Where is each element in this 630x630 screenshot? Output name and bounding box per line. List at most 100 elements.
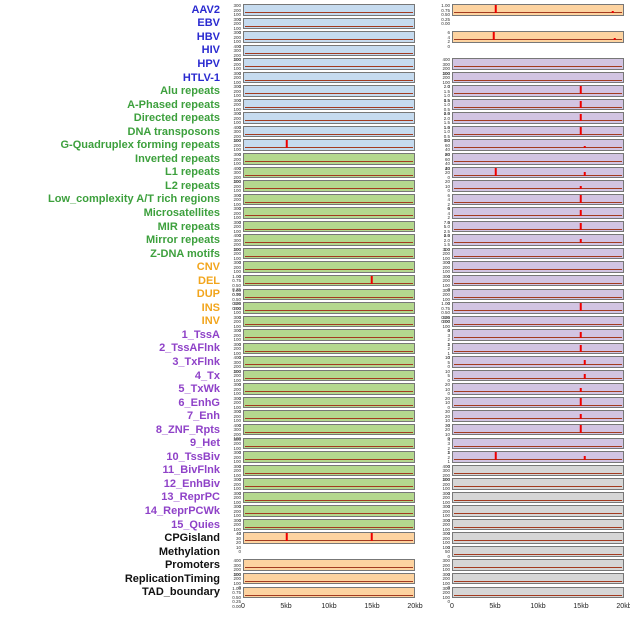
y-tick-label: 200	[233, 142, 241, 148]
y-axis-ticks: 300 200 100 0	[225, 572, 243, 590]
y-tick-label: 0.75	[232, 278, 241, 284]
signal-baseline	[245, 513, 413, 515]
panel-slot	[452, 545, 624, 558]
y-tick-label: 200	[233, 156, 241, 162]
signal-baseline	[245, 66, 413, 68]
track-row: INS 300 200 100 0 1.00 0.75 0.50 0.25 0.00	[0, 301, 630, 324]
track-label: 6_EnhG	[178, 396, 220, 409]
y-tick-label: 100	[442, 567, 450, 573]
y-axis-ticks: 20 10 0	[434, 396, 452, 409]
y-tick-label: 0.25	[232, 287, 241, 293]
y-tick-label: 300	[233, 314, 241, 320]
panel-slot	[243, 125, 415, 138]
signal-baseline	[245, 147, 413, 149]
y-tick-label: 200	[442, 576, 450, 582]
y-tick-label: 200	[233, 21, 241, 27]
y-tick-label: 3	[447, 450, 450, 456]
signal-baseline	[454, 282, 622, 284]
y-tick-label: 200	[233, 61, 241, 67]
x-axis-right: 0 5kb 10kb 15kb 20kb	[450, 601, 630, 615]
track-panel-left	[243, 410, 415, 422]
y-axis-ticks: 300 200 100 0	[434, 532, 452, 550]
y-tick-label: 0.25	[232, 599, 241, 605]
y-tick-label: 200	[442, 481, 450, 487]
signal-baseline	[245, 323, 413, 325]
y-tick-label: 0	[447, 287, 450, 293]
y-axis-ticks: 400 300 200 100	[225, 44, 243, 62]
track-row: DEL 1.00 0.75 0.50 0.25 0.00 300 200 100 0	[0, 274, 630, 296]
y-tick-label: 4	[447, 34, 450, 40]
panel-slot	[243, 71, 415, 84]
y-tick-label: 300	[233, 111, 241, 117]
y-tick-label: 200	[233, 567, 241, 573]
track-label: 2_TssAFlnk	[159, 342, 220, 355]
signal-baseline	[245, 255, 413, 257]
y-tick-label: 200	[233, 115, 241, 121]
signal-baseline	[454, 93, 622, 95]
track-row: HTLV-1 300 200 100 0 300 200 100 0	[0, 71, 630, 89]
signal-baseline	[245, 228, 413, 230]
y-tick-label: 100	[233, 377, 241, 383]
panel-slot	[452, 356, 624, 368]
signal-baseline	[454, 404, 622, 406]
signal-peak	[370, 533, 373, 542]
y-tick-label: 0	[447, 571, 450, 577]
y-tick-label: 0	[447, 188, 450, 194]
y-tick-label: 300	[442, 504, 450, 510]
panel-slot	[452, 288, 624, 300]
track-label: MIR repeats	[157, 220, 220, 233]
track-panel-right	[452, 220, 624, 233]
y-tick-label: 1.0	[443, 124, 450, 130]
track-label: 1_TssA	[181, 328, 220, 341]
panel-slot	[452, 532, 624, 544]
y-tick-label: 0.75	[232, 292, 241, 297]
x-axis: 0 5kb 10kb 15kb 20kb 0 5kb 10kb 15kb 20kb	[0, 601, 630, 615]
y-tick-label: 100	[233, 404, 241, 410]
y-tick-label: 300	[233, 517, 241, 523]
track-panel-left	[243, 302, 415, 314]
signal-baseline	[245, 120, 413, 122]
panel-slot	[243, 139, 415, 151]
panel-slot	[243, 274, 415, 287]
y-tick-label: 200	[233, 7, 241, 13]
y-tick-label: 0	[447, 301, 450, 306]
y-axis-ticks: 1.00 0.75 0.50 0.25 0.00	[225, 586, 243, 608]
y-axis-ticks: 300 200 100 0	[434, 478, 452, 496]
y-tick-label: 0.5	[443, 97, 450, 103]
y-tick-label: 200	[233, 576, 241, 582]
panel-slot	[452, 71, 624, 84]
y-axis-ticks: 1.00 0.75 0.50 0.25 0.00	[434, 302, 452, 324]
y-tick-label: 300	[442, 517, 450, 523]
y-tick-label: 200	[233, 319, 241, 325]
panel-slot	[452, 180, 624, 192]
y-tick-label: 2	[447, 337, 450, 343]
y-tick-label: 100	[233, 269, 241, 275]
y-tick-label: 300	[233, 237, 241, 243]
track-row: CPGisland 40 30 20 10 0 300 200 100 0	[0, 531, 630, 554]
track-row: G-Quadruplex forming repeats 300 200 100 0 80…	[0, 138, 630, 157]
signal-baseline	[245, 499, 413, 501]
y-tick-label: 300	[233, 395, 241, 401]
y-tick-label: 200	[233, 400, 241, 406]
panel-slot	[243, 396, 415, 409]
y-tick-label: 200	[442, 508, 450, 514]
y-tick-label: 0.00	[441, 319, 450, 325]
panel-slot	[243, 546, 415, 558]
track-row: ReplicationTiming 300 200 100 0 300 200 100 0	[0, 572, 630, 590]
y-tick-label: 100	[442, 323, 450, 329]
track-panel-right	[452, 125, 624, 138]
y-tick-label: 0.00	[441, 21, 450, 27]
track-panel-right	[452, 505, 624, 517]
x-tick-label: 5kb	[280, 603, 292, 611]
y-axis-ticks: 7.5 5.0 2.5 0.0	[434, 220, 452, 238]
y-axis-ticks: 300 200 100 0	[225, 517, 243, 536]
track-panel-left	[243, 180, 415, 192]
y-tick-label: 200	[233, 373, 241, 379]
signal-baseline	[454, 120, 622, 122]
x-tick-label: 15kb	[364, 603, 380, 611]
signal-baseline	[454, 201, 622, 203]
panel-slot	[452, 315, 624, 328]
signal-baseline	[245, 296, 413, 298]
panel-slot	[243, 31, 415, 43]
track-row: 8_ZNF_Rpts 400 300 200 100 30 20 10 0	[0, 423, 630, 441]
